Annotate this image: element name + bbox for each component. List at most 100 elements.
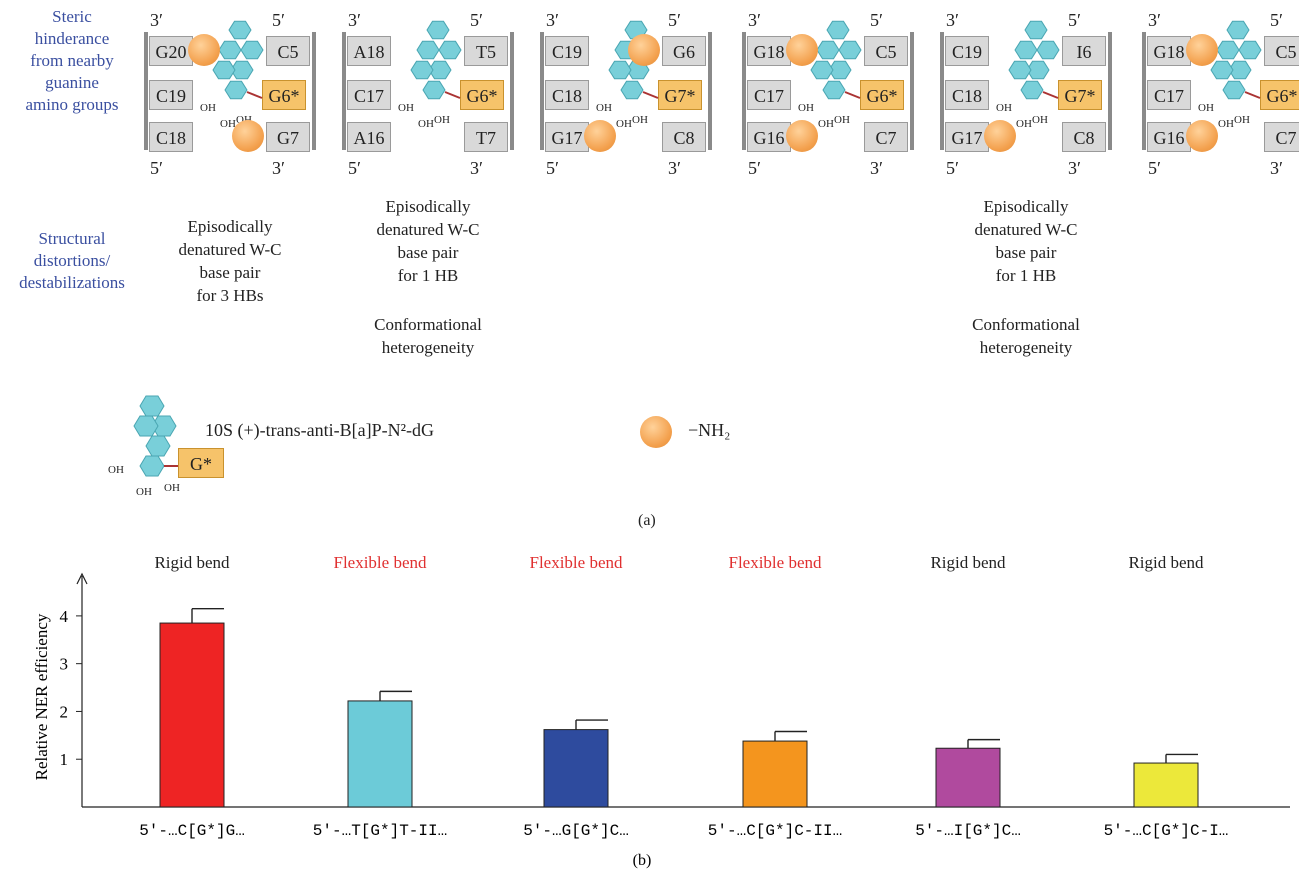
right-base: C5 xyxy=(266,36,310,66)
left-base: A18 xyxy=(347,36,391,66)
bend-label: Rigid bend xyxy=(1128,553,1204,572)
oh-label: OH xyxy=(596,102,612,114)
oh-label: OH xyxy=(434,114,450,126)
note-line: denatured W-C xyxy=(178,240,282,259)
bap-ring xyxy=(422,80,446,100)
oh-label: OH xyxy=(996,102,1012,114)
end-label-bottom-left: 5′ xyxy=(348,158,361,178)
amino-group-circle xyxy=(584,120,616,152)
adduct-link xyxy=(1042,91,1059,99)
oh-label: OH xyxy=(220,118,236,130)
end-label-bottom-right: 3′ xyxy=(1068,158,1081,178)
right-base: C5 xyxy=(1264,36,1299,66)
bap-ring xyxy=(438,40,462,60)
legend-oh-label: OH xyxy=(108,464,124,476)
end-label-top-right: 5′ xyxy=(870,10,883,30)
y-tick-label: 2 xyxy=(60,702,69,721)
steric-label-line: Steric xyxy=(52,7,92,26)
conformational-note: Conformational heterogeneity xyxy=(338,313,518,359)
oh-label: OH xyxy=(1016,118,1032,130)
oh-label: OH xyxy=(798,102,814,114)
right-base: C7 xyxy=(1264,122,1299,152)
note-line: base pair xyxy=(199,263,261,282)
end-label-bottom-left: 5′ xyxy=(748,158,761,178)
bap-ring xyxy=(426,20,450,40)
bap-ring xyxy=(822,80,846,100)
legend-oh-label: OH xyxy=(164,482,180,494)
x-tick-label: 5′-…I[G*]C… xyxy=(915,822,1021,840)
amino-group-circle xyxy=(232,120,264,152)
left-base: C18 xyxy=(945,80,989,110)
left-base: C18 xyxy=(545,80,589,110)
legend-adduct-box: G* xyxy=(178,448,224,478)
bap-ring xyxy=(826,20,850,40)
y-tick-label: 3 xyxy=(60,655,69,674)
bap-ring xyxy=(608,60,632,80)
left-strand-line xyxy=(940,32,944,150)
adduct-link xyxy=(444,91,461,99)
oh-label: OH xyxy=(616,118,632,130)
legend-amino-label: −NH₂ xyxy=(688,420,731,440)
duplex-panel: 3′ 5′ 5′ 3′ C19 C18 G17 I6 G7* C8 OH OH OH xyxy=(936,10,1116,180)
amino-group-circle xyxy=(628,34,660,66)
right-base: G7* xyxy=(1058,80,1102,110)
left-base: G18 xyxy=(1147,36,1191,66)
end-label-top-left: 3′ xyxy=(1148,10,1161,30)
x-tick-label: 5′-…G[G*]C… xyxy=(523,822,629,840)
right-base: C8 xyxy=(662,122,706,152)
end-label-bottom-right: 3′ xyxy=(668,158,681,178)
bap-ring xyxy=(224,80,248,100)
note-line: heterogeneity xyxy=(381,338,475,357)
bend-label: Rigid bend xyxy=(154,553,230,572)
bap-ring xyxy=(1216,40,1240,60)
bap-adduct-icon xyxy=(810,20,862,100)
bap-adduct-icon xyxy=(410,20,462,100)
note-line: Episodically xyxy=(385,197,471,216)
caption-b: (b) xyxy=(633,852,652,869)
legend-amino-circle xyxy=(640,416,672,448)
bap-ring xyxy=(1210,60,1234,80)
duplex-panel: 3′ 5′ 5′ 3′ G18 C17 G16 C5 G6* C7 OH OH OH xyxy=(1138,10,1299,180)
adduct-link xyxy=(844,91,861,99)
bar xyxy=(159,622,225,808)
note-line: base pair xyxy=(397,243,459,262)
left-strand-line xyxy=(540,32,544,150)
bend-label: Flexible bend xyxy=(529,553,623,572)
right-base: C5 xyxy=(864,36,908,66)
right-strand-line xyxy=(510,32,514,150)
bap-ring xyxy=(620,80,644,100)
right-strand-line xyxy=(312,32,316,150)
legend-oh-label: OH xyxy=(136,486,152,498)
end-label-top-right: 5′ xyxy=(1068,10,1081,30)
bap-adduct-icon xyxy=(212,20,264,100)
amino-group-circle xyxy=(188,34,220,66)
left-strand-line xyxy=(342,32,346,150)
left-base: C19 xyxy=(149,80,193,110)
adduct-link xyxy=(246,91,263,99)
bend-label: Flexible bend xyxy=(333,553,427,572)
steric-label-line: hinderance xyxy=(34,29,110,48)
bap-ring xyxy=(1008,60,1032,80)
left-base: G17 xyxy=(945,122,989,152)
note-line: Conformational xyxy=(374,315,482,334)
bap-adduct-icon xyxy=(1008,20,1060,100)
bar xyxy=(543,729,609,808)
right-base: I6 xyxy=(1062,36,1106,66)
steric-label-line: guanine xyxy=(45,73,99,92)
bar xyxy=(742,740,808,808)
bap-ring xyxy=(416,40,440,60)
end-label-top-right: 5′ xyxy=(1270,10,1283,30)
note-line: for 1 HB xyxy=(397,266,459,285)
oh-label: OH xyxy=(834,114,850,126)
bap-ring xyxy=(1014,40,1038,60)
right-base: G6 xyxy=(662,36,706,66)
steric-label-line: amino groups xyxy=(25,95,119,114)
end-label-top-left: 3′ xyxy=(348,10,361,30)
left-base: C19 xyxy=(545,36,589,66)
y-axis-label: Relative NER efficiency xyxy=(32,613,51,780)
oh-label: OH xyxy=(1198,102,1214,114)
bap-ring xyxy=(1238,40,1262,60)
note-line: for 1 HB xyxy=(995,266,1057,285)
bap-ring xyxy=(1024,20,1048,40)
